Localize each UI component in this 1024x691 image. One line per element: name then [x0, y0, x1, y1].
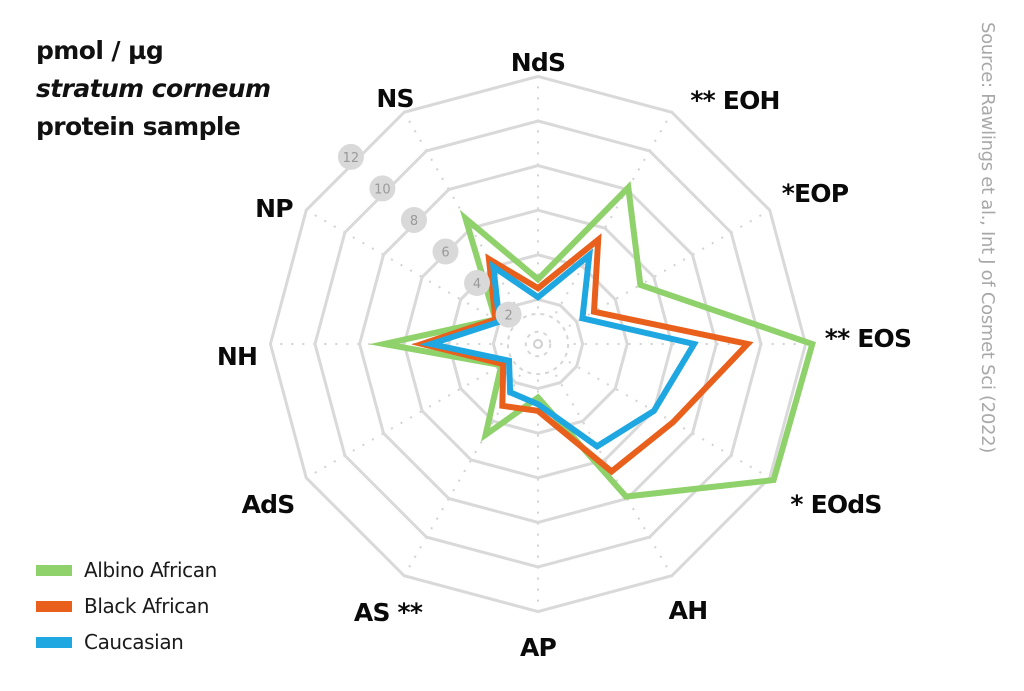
legend-swatch-icon — [36, 600, 72, 612]
ring-tick-badge: 8 — [400, 206, 427, 233]
svg-text:10: 10 — [374, 182, 391, 197]
title-italic: stratum corneum — [36, 74, 271, 103]
legend-item-albino-african: Albino African — [36, 552, 217, 588]
grid-ring — [447, 253, 629, 435]
inner-dashed-ring — [524, 330, 552, 358]
legend-swatch-icon — [36, 636, 72, 648]
axis-label-ns: NS — [376, 84, 413, 113]
ring-tick-badge: 6 — [432, 238, 459, 265]
grid-ring — [268, 74, 808, 614]
series-black-african — [411, 233, 754, 476]
axis-label-ads: AdS — [242, 490, 295, 519]
legend-item-caucasian: Caucasian — [36, 624, 217, 660]
axis-label-eop: *EOP — [782, 179, 849, 208]
grid-ring — [358, 164, 718, 524]
center-dot — [533, 339, 543, 349]
title-sample: protein sample — [36, 112, 241, 141]
axis-label-nds: NdS — [511, 48, 565, 77]
svg-text:6: 6 — [441, 246, 449, 261]
radar-grid — [268, 74, 808, 614]
ring-tick-badge: 12 — [337, 143, 364, 170]
ring-tick-badge: 4 — [464, 270, 491, 297]
legend-label: Black African — [84, 594, 209, 618]
axis-label-np: NP — [255, 194, 293, 223]
axis-label-eods: * EOdS — [790, 490, 881, 519]
axis-label-ap: AP — [520, 633, 557, 662]
grid-ring — [313, 119, 763, 569]
title-units: pmol / µg — [36, 36, 164, 65]
axis-label-as: AS ** — [354, 598, 423, 627]
legend-label: Caucasian — [84, 630, 184, 654]
grid-ring — [402, 208, 674, 480]
axis-label-nh: NH — [217, 342, 257, 371]
svg-text:8: 8 — [410, 214, 418, 229]
legend-swatch-icon — [36, 564, 72, 576]
legend-item-black-african: Black African — [36, 588, 217, 624]
axis-labels: NdS ** EOH *EOP ** EOS * EOdS AH AP AS ** AdS NH N… — [217, 48, 912, 662]
legend-label: Albino African — [84, 558, 217, 582]
axis-label-eos: ** EOS — [825, 324, 911, 353]
axis-label-eoh: ** EOH — [690, 86, 779, 115]
ring-tick-badge: 2 — [495, 301, 522, 328]
svg-text:2: 2 — [504, 309, 512, 324]
chart-title: pmol / µg stratum corneum protein sample — [36, 32, 271, 146]
axis-label-ah: AH — [669, 596, 708, 625]
inner-dashed-ring — [506, 312, 570, 376]
source-citation: Source: Rawlings et al., Int J of Cosmet… — [977, 22, 998, 454]
ring-tick-labels: 2 4 6 8 10 12 — [337, 143, 522, 328]
svg-text:4: 4 — [473, 277, 481, 292]
legend: Albino African Black African Caucasian — [36, 552, 217, 660]
ring-tick-badge: 10 — [369, 175, 396, 202]
svg-text:12: 12 — [343, 151, 360, 166]
